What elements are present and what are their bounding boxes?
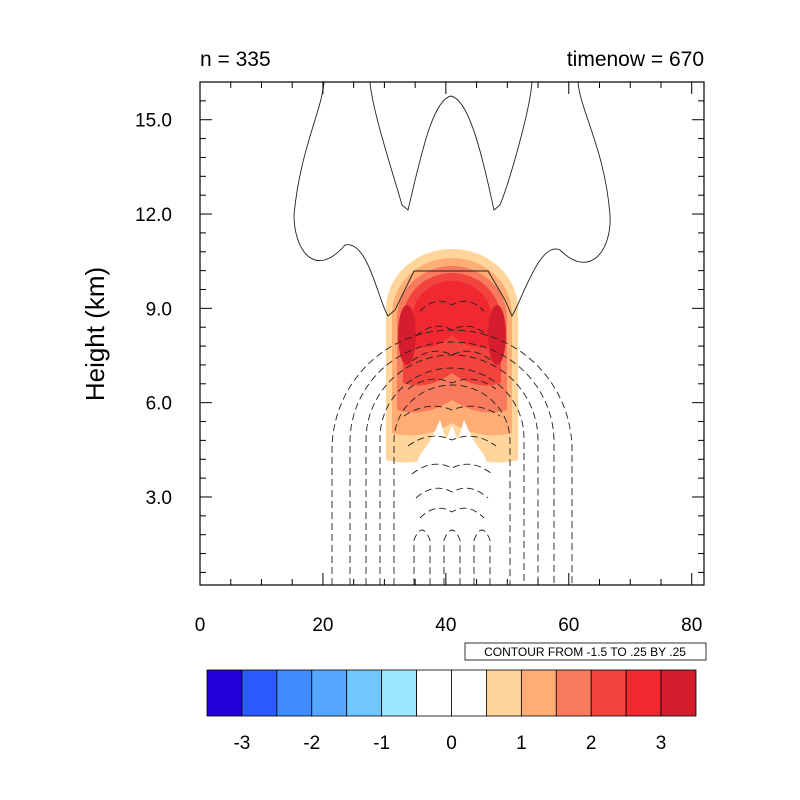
colorbar-swatch — [206, 669, 243, 717]
y-tick-label: 6.0 — [146, 394, 172, 415]
colorbar-swatch — [276, 669, 313, 717]
colorbar-swatch — [660, 669, 697, 717]
colorbar-swatch — [381, 669, 417, 717]
dashed-wave-6 — [407, 435, 497, 447]
colorbar-label: 0 — [446, 733, 457, 754]
colorbar-swatch — [241, 669, 278, 717]
y-tick-label: 3.0 — [146, 488, 172, 509]
dashed-wave-4 — [407, 378, 497, 390]
y-tick-label: 12.0 — [135, 205, 172, 226]
dashed-contour-3 — [365, 354, 539, 585]
colorbar-swatch — [555, 669, 592, 717]
dashed-lobe-2 — [443, 529, 461, 585]
dashed-wave-7 — [411, 463, 493, 475]
colorbar-swatch — [451, 669, 487, 717]
dashed-wave-1 — [419, 300, 485, 312]
dashed-wave-2 — [415, 325, 489, 337]
svg-text:CONTOUR FROM -1.5 TO .25 BY .2: CONTOUR FROM -1.5 TO .25 BY .25 — [484, 645, 686, 659]
colorbar-label: -2 — [303, 733, 320, 754]
title-right: timenow = 670 — [567, 48, 704, 71]
colorbar-swatch — [416, 669, 452, 717]
solid-contour-outer — [293, 82, 611, 317]
dashed-contour-4 — [379, 367, 525, 585]
x-axis: 0 20 40 60 80 — [195, 82, 702, 636]
dashed-wave-3 — [411, 350, 493, 362]
colorbar-swatch — [625, 669, 662, 717]
colorbar-swatch — [486, 669, 522, 717]
dashed-wave-5 — [403, 405, 501, 417]
colorbar-label: 3 — [656, 733, 667, 754]
x-tick-label: 40 — [435, 615, 456, 636]
dashed-wave-8 — [415, 487, 489, 499]
colorbar-swatch — [590, 669, 627, 717]
dashed-wave-9 — [419, 507, 485, 519]
contour-lines — [293, 82, 611, 585]
dashed-contour-5 — [393, 384, 511, 585]
field-neutral-core — [414, 420, 490, 470]
colorbar-label: -1 — [373, 733, 390, 754]
y-tick-label: 9.0 — [146, 299, 172, 320]
y-axis: 3.0 6.0 9.0 12.0 15.0 — [135, 81, 704, 573]
y-tick-label: 15.0 — [135, 111, 172, 132]
dashed-contour-2 — [349, 341, 555, 585]
colorbar-label: 1 — [516, 733, 527, 754]
solid-contour-inner — [369, 82, 533, 211]
colorbar-swatch — [520, 669, 557, 717]
x-tick-label: 20 — [312, 615, 333, 636]
title-left: n = 335 — [200, 48, 271, 71]
x-tick-label: 0 — [195, 615, 206, 636]
shaded-field — [386, 249, 518, 470]
colorbar-swatch — [311, 669, 348, 717]
plot-frame — [199, 81, 705, 586]
dashed-lobe-3 — [473, 529, 491, 585]
dashed-lobe-1 — [413, 529, 431, 585]
y-axis-label: Height (km) — [80, 267, 110, 401]
x-tick-label: 60 — [558, 615, 579, 636]
contour-info-box: CONTOUR FROM -1.5 TO .25 BY .25 — [464, 642, 707, 661]
colorbar-label: -3 — [233, 733, 250, 754]
colorbar: -3 -2 -1 0 1 2 3 — [206, 669, 697, 754]
x-tick-label: 80 — [681, 615, 702, 636]
colorbar-swatch — [346, 669, 383, 717]
field-band-5 — [412, 281, 492, 348]
colorbar-label: 2 — [586, 733, 597, 754]
